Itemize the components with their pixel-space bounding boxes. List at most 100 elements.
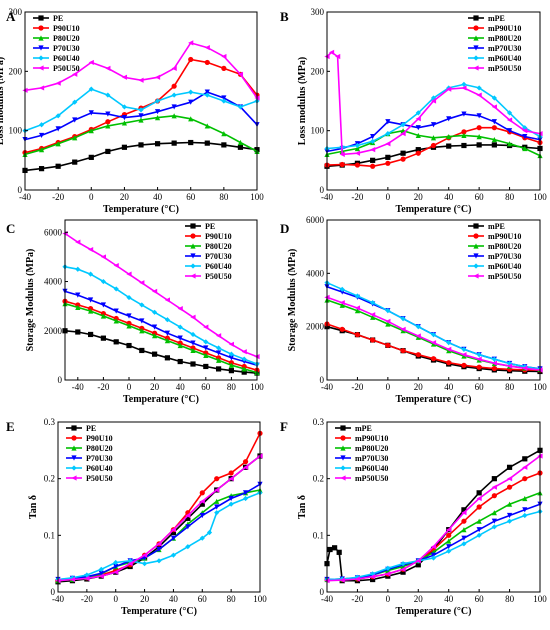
data-point (339, 302, 345, 308)
data-point (171, 113, 177, 119)
data-point (113, 339, 119, 345)
legend-marker (71, 475, 77, 481)
legend-marker (71, 425, 77, 431)
data-point (139, 347, 145, 354)
data-point (228, 362, 234, 368)
data-point (446, 340, 452, 346)
legend-marker (340, 475, 346, 481)
y-tick-label: 6000 (44, 227, 63, 237)
data-point (354, 150, 361, 156)
data-point (446, 143, 452, 149)
y-tick-label: 100 (311, 126, 325, 136)
data-point (446, 544, 452, 550)
data-point (491, 524, 497, 530)
y-axis-label: Tan δ (28, 495, 39, 519)
data-point (430, 142, 437, 149)
data-point (446, 116, 452, 122)
data-point (88, 154, 94, 160)
data-point (204, 45, 210, 51)
data-point (228, 351, 234, 357)
data-point (370, 147, 376, 153)
data-point (242, 464, 249, 470)
legend-label: P70U30 (205, 252, 232, 261)
legend-marker (71, 465, 77, 471)
data-point (430, 356, 437, 362)
data-point (38, 122, 45, 128)
data-point (446, 348, 452, 354)
x-tick-label: -20 (351, 382, 363, 392)
data-point (476, 364, 482, 370)
data-point (476, 92, 482, 98)
data-point (221, 98, 227, 104)
data-point (156, 558, 162, 564)
data-point (385, 119, 391, 125)
data-point (461, 541, 467, 547)
data-point (221, 131, 227, 137)
data-point (105, 65, 111, 71)
data-point (190, 314, 196, 320)
data-point (522, 495, 528, 502)
data-point (461, 362, 467, 368)
data-point (476, 113, 482, 119)
data-point (241, 349, 247, 355)
data-point (339, 577, 345, 583)
data-point (100, 278, 106, 285)
data-point (237, 144, 244, 150)
data-point (522, 365, 528, 371)
series-mP70U30 (324, 501, 543, 583)
legend-label: mP70U30 (355, 454, 388, 463)
data-point (164, 338, 170, 344)
panel-label: C (6, 221, 15, 236)
y-tick-label: 4000 (306, 268, 325, 278)
data-point (461, 535, 467, 541)
data-point (237, 71, 244, 77)
data-point (491, 119, 497, 125)
legend-label: mPE (488, 14, 505, 23)
data-point (139, 328, 145, 334)
legend-label: mP80U20 (355, 444, 388, 453)
data-point (55, 141, 61, 147)
data-point (98, 573, 104, 579)
legend-label: mP90U10 (488, 24, 521, 33)
data-point (491, 493, 497, 499)
data-point (170, 535, 177, 541)
legend-label: P80U20 (205, 242, 232, 251)
legend-label: mP60U40 (355, 464, 388, 473)
data-point (185, 512, 191, 519)
plot-frame (326, 11, 541, 191)
data-point (491, 360, 497, 366)
data-point (522, 145, 528, 152)
data-point (476, 518, 482, 524)
data-point (154, 98, 161, 104)
data-point (113, 308, 119, 314)
legend-marker (473, 65, 479, 71)
data-point (69, 576, 76, 583)
data-point (121, 115, 128, 121)
data-point (491, 365, 497, 372)
data-point (415, 333, 421, 339)
legend-marker (190, 263, 196, 269)
data-point (370, 134, 376, 140)
x-tick-label: 0 (113, 594, 118, 604)
x-tick-label: -20 (351, 192, 363, 202)
data-point (491, 476, 497, 482)
data-point (127, 558, 133, 564)
data-point (203, 352, 209, 358)
data-point (430, 544, 437, 550)
data-point (105, 119, 111, 125)
data-point (446, 346, 452, 352)
data-point (171, 140, 177, 146)
data-point (199, 490, 205, 496)
legend-label: P90U10 (86, 434, 113, 443)
y-tick-label: 0 (51, 587, 56, 597)
data-point (105, 92, 111, 98)
legend-label: mP70U30 (488, 44, 521, 53)
data-point (461, 510, 467, 516)
data-point (506, 363, 513, 369)
legend-marker (473, 263, 479, 269)
legend-marker (473, 35, 479, 41)
data-point (171, 104, 177, 110)
data-point (506, 501, 513, 507)
